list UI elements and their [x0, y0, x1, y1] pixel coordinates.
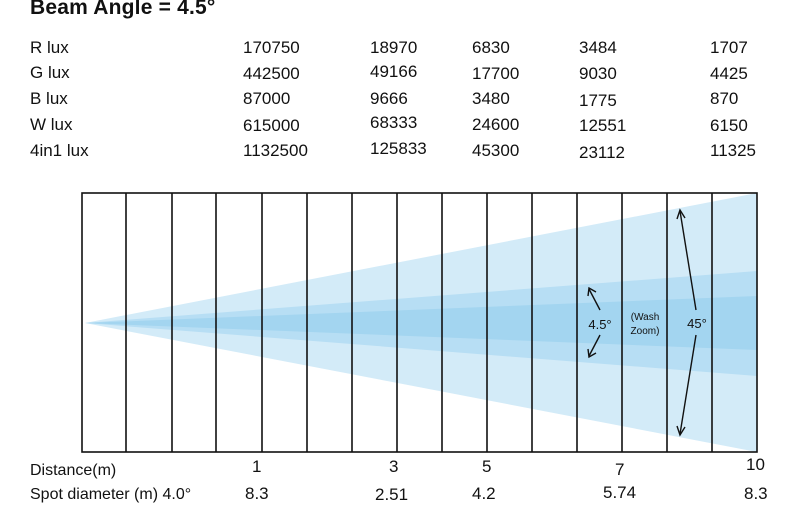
table-cell: 870: [710, 89, 739, 108]
outer-angle-arrow: [676, 208, 697, 437]
table-cell: 615000: [243, 116, 300, 135]
spot-diameter-value: 8.3: [245, 484, 269, 503]
table-cell: 45300: [472, 141, 520, 160]
spot-diameter-value: 8.3: [744, 484, 768, 503]
table-cell: 11325: [710, 141, 757, 160]
table-cell: 87000: [243, 89, 291, 108]
beam-angle-arrows: [587, 286, 601, 359]
table-cell: 442500: [243, 64, 300, 83]
table-cell: 23112: [579, 143, 626, 162]
distance-value: 1: [252, 457, 262, 476]
table-cell: 3480: [472, 89, 510, 108]
row-label-w: W lux: [30, 115, 73, 134]
distance-grid-lines: [125, 193, 713, 452]
table-cell: 170750: [243, 38, 300, 57]
table-cell: 49166: [370, 62, 418, 81]
table-cell: 3484: [579, 38, 617, 57]
table-cell: 12551: [579, 116, 627, 135]
table-cell: 1707: [710, 38, 748, 57]
table-cell: 9030: [579, 64, 617, 83]
spot-diameter-label: Spot diameter (m) 4.0°: [30, 486, 192, 503]
spot-diameter-value: 5.74: [603, 483, 637, 502]
row-label-4in1: 4in1 lux: [30, 141, 89, 160]
page-title: Beam Angle = 4.5°: [30, 0, 216, 19]
table-cell: 1775: [579, 91, 617, 110]
row-label-r: R lux: [30, 38, 69, 57]
table-cell: 17700: [472, 64, 520, 83]
row-label-g: G lux: [30, 63, 70, 82]
table-cell: 18970: [370, 38, 418, 57]
distance-label: Distance(m): [30, 462, 117, 479]
table-cell: 9666: [370, 89, 408, 108]
table-cell: 125833: [370, 139, 427, 158]
beam-angle-label: 4.5°: [588, 317, 611, 332]
zoom-label-line1: (Wash: [631, 312, 660, 323]
table-cell: 24600: [472, 115, 520, 134]
table-cell: 6830: [472, 38, 510, 57]
spot-diameter-value: 4.2: [472, 484, 496, 503]
distance-value: 7: [615, 460, 625, 479]
spot-diameter-value: 2.51: [375, 485, 409, 504]
distance-value: 10: [746, 455, 765, 474]
diagram-frame: [81, 192, 758, 453]
outer-angle-label: 45°: [687, 316, 707, 331]
zoom-label-line2: Zoom): [631, 326, 660, 337]
distance-value: 3: [389, 457, 399, 476]
row-label-b: B lux: [30, 89, 68, 108]
distance-value: 5: [482, 457, 492, 476]
table-cell: 68333: [370, 113, 418, 132]
beam-inner-cone: [85, 296, 757, 350]
table-cell: 1132500: [243, 141, 308, 160]
table-cell: 4425: [710, 64, 748, 83]
table-cell: 6150: [710, 116, 748, 135]
